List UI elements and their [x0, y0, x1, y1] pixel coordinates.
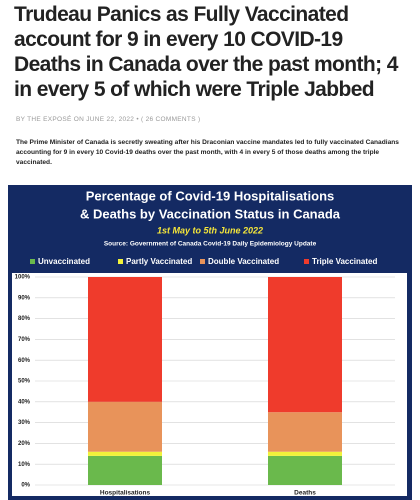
bar-segment — [268, 277, 342, 413]
bar-segment — [88, 451, 162, 456]
headline: Trudeau Panics as Fully Vaccinated accou… — [14, 3, 398, 101]
y-tick-label: 60% — [18, 358, 31, 364]
y-tick-label: 70% — [18, 337, 31, 343]
x-tick-label: Hospitalisations — [100, 490, 151, 497]
y-tick-label: 20% — [18, 441, 31, 447]
x-tick-label: Deaths — [294, 490, 316, 497]
legend-label: Double Vaccinated — [208, 257, 279, 266]
legend-label: Unvaccinated — [38, 257, 90, 266]
legend-label: Partly Vaccinated — [126, 257, 192, 266]
legend-swatch — [200, 259, 205, 264]
chart: Percentage of Covid-19 Hospitalisations … — [8, 185, 412, 500]
y-tick-label: 90% — [18, 295, 31, 301]
y-tick-label: 10% — [18, 462, 31, 468]
bar-segment — [88, 277, 162, 402]
y-tick-label: 30% — [18, 420, 31, 426]
plot-background — [12, 273, 407, 496]
chart-title: Percentage of Covid-19 Hospitalisations — [86, 188, 335, 203]
bar-segment — [88, 455, 162, 485]
bar-segment — [88, 401, 162, 452]
byline: BY THE EXPOSÉ ON JUNE 22, 2022 • ( 26 CO… — [16, 116, 201, 123]
legend-swatch — [30, 259, 35, 264]
chart-subtitle: 1st May to 5th June 2022 — [157, 225, 263, 235]
bar-segment — [268, 412, 342, 452]
legend-label: Triple Vaccinated — [312, 257, 377, 266]
bar-segment — [268, 455, 342, 485]
legend-swatch — [304, 259, 309, 264]
y-tick-label: 100% — [15, 275, 31, 281]
chart-source: Source: Government of Canada Covid-19 Da… — [104, 241, 317, 248]
chart-title: & Deaths by Vaccination Status in Canada — [80, 206, 341, 221]
y-tick-label: 50% — [18, 379, 31, 385]
bar-segment — [268, 451, 342, 456]
y-tick-label: 40% — [18, 399, 31, 405]
legend-swatch — [118, 259, 123, 264]
article-body: The Prime Minister of Canada is secretly… — [16, 139, 399, 166]
y-tick-label: 80% — [18, 316, 31, 322]
y-tick-label: 0% — [21, 483, 30, 489]
